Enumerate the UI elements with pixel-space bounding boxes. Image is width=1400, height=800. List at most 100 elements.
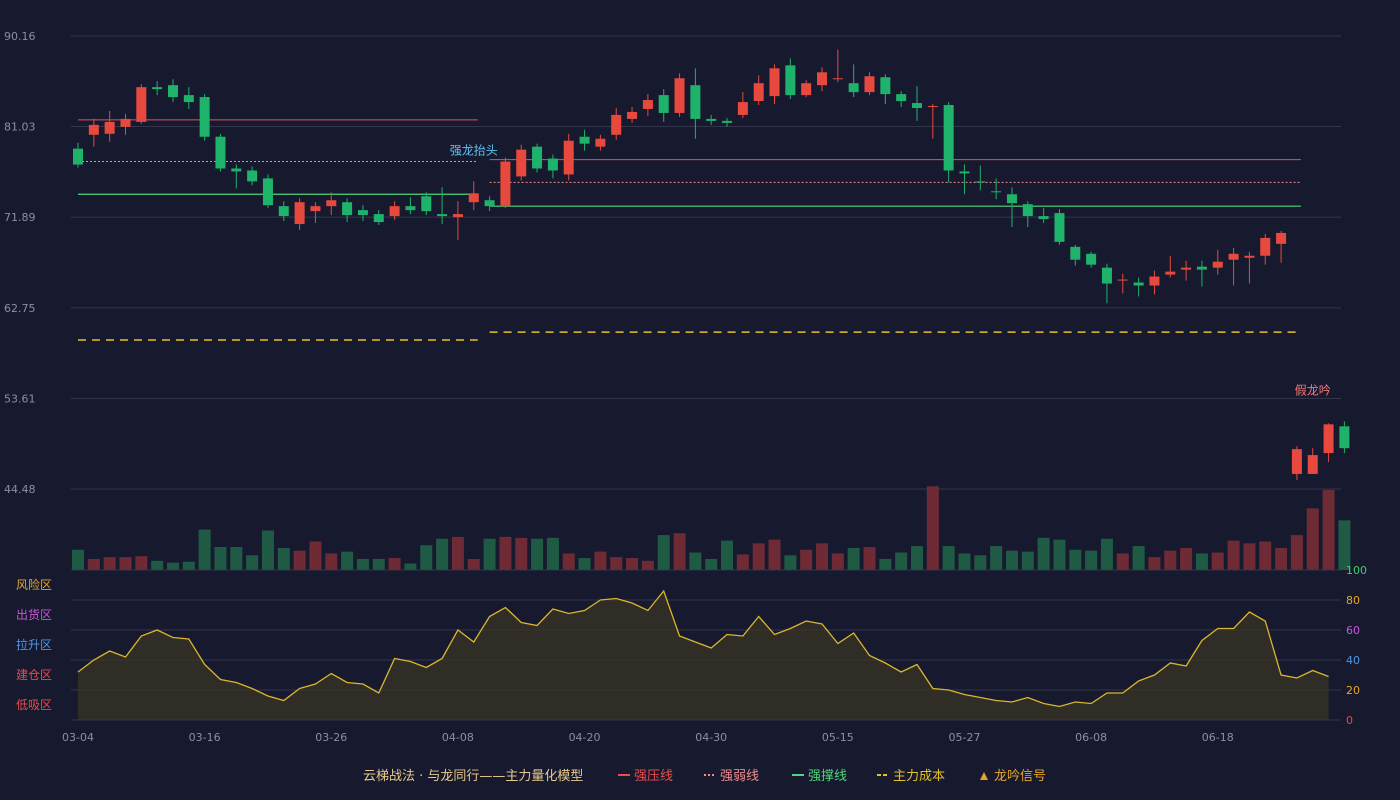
signal-label: 假龙吟 bbox=[1295, 383, 1331, 398]
legend-label: 强撑线 bbox=[808, 769, 847, 784]
candle-body bbox=[357, 210, 368, 216]
volume-bar bbox=[1290, 535, 1303, 570]
candle-body bbox=[294, 202, 305, 225]
volume-bar bbox=[277, 547, 290, 570]
candle-body bbox=[1038, 216, 1049, 220]
volume-bar bbox=[515, 537, 528, 570]
volume-bar bbox=[705, 558, 718, 570]
volume-bar bbox=[467, 558, 480, 570]
volume-bar bbox=[1053, 539, 1066, 570]
volume-bar bbox=[784, 555, 797, 570]
candle-body bbox=[1339, 426, 1350, 449]
volume-bar bbox=[341, 551, 354, 570]
level-lines bbox=[78, 119, 1301, 341]
oscillator-tick-label: 0 bbox=[1346, 714, 1353, 727]
price-grid: 90.16 81.03 71.89 62.75 53.61 44.48 bbox=[4, 30, 1341, 496]
x-tick-label: 06-08 bbox=[1075, 731, 1107, 744]
volume-bar bbox=[847, 547, 860, 570]
oscillator-tick-label: 20 bbox=[1346, 684, 1360, 697]
oscillator-tick-label: 100 bbox=[1346, 564, 1367, 577]
zone-label: 建仓区 bbox=[16, 668, 52, 682]
candle-body bbox=[120, 118, 131, 127]
candle-body bbox=[421, 196, 432, 212]
candle-body bbox=[896, 94, 907, 102]
candle-body bbox=[547, 158, 558, 171]
volume-bar bbox=[1322, 490, 1335, 570]
x-tick-label: 05-27 bbox=[948, 731, 980, 744]
volume-bar bbox=[926, 486, 939, 570]
price-tick-label: 90.16 bbox=[4, 30, 36, 43]
candle-body bbox=[753, 83, 764, 102]
candle-body bbox=[595, 138, 606, 147]
signal-label: 强龙抬头 bbox=[450, 144, 498, 158]
volume-bar bbox=[768, 539, 781, 570]
volume-bar bbox=[1148, 557, 1161, 570]
volume-bar bbox=[404, 563, 417, 570]
legend-title: 云梯战法 · 与龙同行——主力量化模型 bbox=[363, 769, 583, 784]
candle-body bbox=[326, 200, 337, 207]
candle-body bbox=[73, 148, 83, 165]
candle-body bbox=[943, 105, 954, 171]
volume-bar bbox=[1243, 543, 1256, 570]
candle-body bbox=[785, 65, 796, 96]
volume-bar bbox=[895, 552, 908, 570]
legend-marker bbox=[980, 772, 988, 780]
candle-body bbox=[880, 77, 891, 95]
x-tick-label: 04-20 bbox=[569, 731, 601, 744]
x-tick-label: 03-04 bbox=[62, 731, 94, 744]
volume-bar bbox=[910, 546, 923, 570]
candle-body bbox=[1022, 204, 1033, 217]
volume-bar bbox=[1005, 550, 1018, 570]
candle-body bbox=[199, 97, 210, 137]
candle-body bbox=[437, 214, 448, 217]
candle-body bbox=[864, 76, 875, 93]
candle-body bbox=[532, 146, 543, 169]
volume-bar bbox=[420, 545, 433, 570]
volume-bar bbox=[214, 547, 227, 570]
volume-bar bbox=[1259, 541, 1272, 570]
candle-body bbox=[452, 214, 463, 218]
candle-body bbox=[389, 206, 400, 217]
x-tick-label: 03-16 bbox=[189, 731, 221, 744]
candle-body bbox=[500, 161, 511, 207]
candle-body bbox=[1006, 194, 1017, 204]
volume-bar bbox=[641, 560, 654, 570]
candle-body bbox=[215, 136, 226, 169]
volume-bar bbox=[166, 562, 179, 570]
volume-bar bbox=[752, 543, 765, 570]
volume-bar bbox=[1100, 538, 1113, 570]
legend-label: 强压线 bbox=[634, 769, 673, 784]
volume-bar bbox=[72, 549, 84, 570]
candle-body bbox=[231, 168, 242, 172]
zone-label: 低吸区 bbox=[16, 698, 52, 712]
candle-body bbox=[674, 78, 685, 113]
volume-bar bbox=[1195, 553, 1208, 570]
candle-body bbox=[1291, 449, 1302, 474]
volume-bars bbox=[72, 486, 1351, 570]
candle-body bbox=[183, 95, 194, 103]
volume-bar bbox=[800, 549, 813, 570]
volume-bar bbox=[325, 553, 338, 570]
volume-bar bbox=[673, 533, 686, 570]
x-axis: 03-04 03-16 03-26 04-08 04-20 04-30 05-15 05-27… bbox=[62, 731, 1234, 744]
volume-bar bbox=[499, 536, 512, 570]
candle-body bbox=[611, 114, 622, 135]
candle-body bbox=[563, 140, 574, 175]
volume-bar bbox=[1069, 549, 1082, 570]
volume-bar bbox=[1227, 540, 1240, 570]
volume-bar bbox=[974, 555, 987, 570]
volume-bar bbox=[182, 561, 195, 570]
candle-body bbox=[658, 95, 669, 113]
volume-bar bbox=[1275, 547, 1288, 570]
candle-body bbox=[832, 78, 843, 80]
candle-body bbox=[1228, 253, 1239, 260]
volume-bar bbox=[546, 537, 559, 570]
volume-bar bbox=[1021, 551, 1034, 570]
volume-bar bbox=[831, 553, 844, 570]
volume-bar bbox=[451, 536, 464, 570]
x-tick-label: 04-08 bbox=[442, 731, 474, 744]
candle-body bbox=[959, 171, 970, 174]
candle-body bbox=[927, 106, 938, 108]
legend: 云梯战法 · 与龙同行——主力量化模型 强压线 强弱线 强撑线 主力成本 龙吟信号 bbox=[363, 768, 1046, 784]
